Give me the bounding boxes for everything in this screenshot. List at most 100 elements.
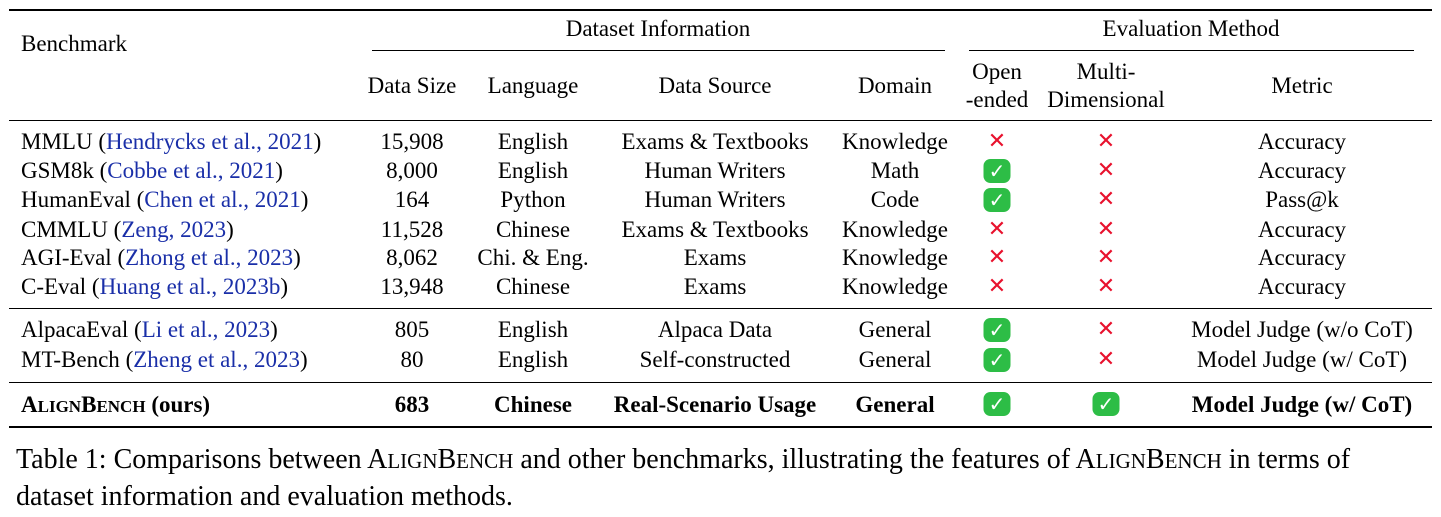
citation-link[interactable]: Zhong et al., 2023 [125,245,294,270]
benchmark-name: MMLU (Hendrycks et al., 2021) [21,129,322,154]
metric-cell: Accuracy [1257,129,1347,154]
metric-cell: Accuracy [1257,245,1347,270]
benchmark-label: CMMLU [21,217,108,242]
data-source-cell: Self-constructed [639,347,791,372]
data-source-cell: Exams [683,274,747,299]
check-icon: ✓ [983,318,1011,342]
data-size-cell: 8,000 [386,158,438,183]
citation-link[interactable]: Huang et al., 2023b [99,274,281,299]
data-source-cell: Alpaca Data [657,317,773,342]
domain-cell: Knowledge [841,217,949,242]
citation-link[interactable]: Hendrycks et al., 2021 [105,129,314,154]
language-cell: English [497,317,569,342]
citation-link[interactable]: Li et al., 2023 [141,317,271,342]
check-icon: ✓ [983,159,1011,183]
check-icon: ✓ [983,348,1011,372]
ours-domain: General [855,392,935,417]
domain-cell: General [858,347,932,372]
language-cell: Python [500,187,566,212]
cross-icon: ✕ [1096,158,1116,183]
benchmark-name: MT-Bench (Zheng et al., 2023) [21,347,308,372]
table-caption: Table 1: Comparisons between ALIGNBENCH … [16,444,1351,512]
cross-icon: ✕ [1096,317,1116,342]
cross-icon: ✕ [1096,274,1116,299]
cross-icon: ✕ [1096,187,1116,212]
data-size-cell: 805 [394,317,430,342]
metric-cell: Model Judge (w/o CoT) [1191,317,1413,342]
data-size-cell: 11,528 [380,217,444,242]
header-rule [9,120,1432,121]
header-multi-dimensional-line1: Multi- [1076,59,1136,84]
ours-data-source: Real-Scenario Usage [613,392,817,417]
benchmark-label: GSM8k [21,158,94,183]
ours-benchmark-name: ALIGNBENCH (ours) [21,392,211,417]
header-benchmark: Benchmark [21,31,128,56]
header-open-ended-line1: Open [972,59,1022,84]
citation-link[interactable]: Zheng et al., 2023 [133,347,300,372]
header-multi-dimensional-line2: Dimensional [1047,87,1165,112]
ours-data-size: 683 [394,392,430,417]
cross-icon: ✕ [987,274,1007,299]
domain-cell: General [858,317,932,342]
top-rule [9,9,1432,11]
data-size-cell: 13,948 [380,274,444,299]
benchmark-label: AGI-Eval [21,245,112,270]
language-cell: English [497,129,569,154]
domain-cell: Knowledge [841,129,949,154]
cross-icon: ✕ [987,217,1007,242]
citation-link[interactable]: Cobbe et al., 2021 [107,158,276,183]
data-source-cell: Exams [683,245,747,270]
domain-cell: Code [870,187,920,212]
domain-cell: Knowledge [841,245,949,270]
benchmark-label: C-Eval [21,274,87,299]
language-cell: Chi. & Eng. [477,245,589,270]
benchmark-label: MMLU [21,129,93,154]
header-data-source: Data Source [658,73,772,98]
metric-cell: Pass@k [1265,187,1339,212]
citation-link[interactable]: Zeng, 2023 [121,217,227,242]
header-evaluation-method: Evaluation Method [1102,16,1280,41]
cross-icon: ✕ [1096,129,1116,154]
bottom-rule [9,426,1432,428]
metric-cell: Accuracy [1257,274,1347,299]
check-icon: ✓ [1092,392,1120,416]
language-cell: Chinese [495,274,571,299]
language-cell: English [497,347,569,372]
metric-cell: Accuracy [1257,158,1347,183]
benchmark-name: CMMLU (Zeng, 2023) [21,217,234,242]
data-source-cell: Human Writers [644,158,786,183]
cross-icon: ✕ [987,129,1007,154]
cross-icon: ✕ [1096,347,1116,372]
domain-cell: Knowledge [841,274,949,299]
benchmark-label: AlpacaEval [21,317,129,342]
cross-icon: ✕ [1096,217,1116,242]
check-icon: ✓ [983,188,1011,212]
data-size-cell: 8,062 [386,245,438,270]
benchmark-name: AGI-Eval (Zhong et al., 2023) [21,245,301,270]
check-icon: ✓ [983,392,1011,416]
data-source-cell: Exams & Textbooks [621,217,809,242]
metric-cell: Accuracy [1257,217,1347,242]
benchmark-label: HumanEval [21,187,131,212]
header-language: Language [487,73,579,98]
header-data-size: Data Size [367,73,457,98]
language-cell: Chinese [495,217,571,242]
data-source-cell: Human Writers [644,187,786,212]
section-rule [9,308,1432,309]
domain-cell: Math [870,158,920,183]
header-metric: Metric [1271,73,1333,98]
benchmark-name: AlpacaEval (Li et al., 2023) [21,317,278,342]
cross-icon: ✕ [1096,245,1116,270]
data-size-cell: 15,908 [380,129,444,154]
header-open-ended-line2: -ended [965,87,1029,112]
metric-cell: Model Judge (w/ CoT) [1196,347,1408,372]
cross-icon: ✕ [987,245,1007,270]
dataset-group-rule [372,50,945,51]
ours-language: Chinese [494,392,572,417]
ours-rule [9,382,1432,383]
header-domain: Domain [857,73,933,98]
ours-metric: Model Judge (w/ CoT) [1191,392,1413,417]
citation-link[interactable]: Chen et al., 2021 [144,187,301,212]
header-dataset-information: Dataset Information [565,16,751,41]
benchmark-name: C-Eval (Huang et al., 2023b) [21,274,289,299]
